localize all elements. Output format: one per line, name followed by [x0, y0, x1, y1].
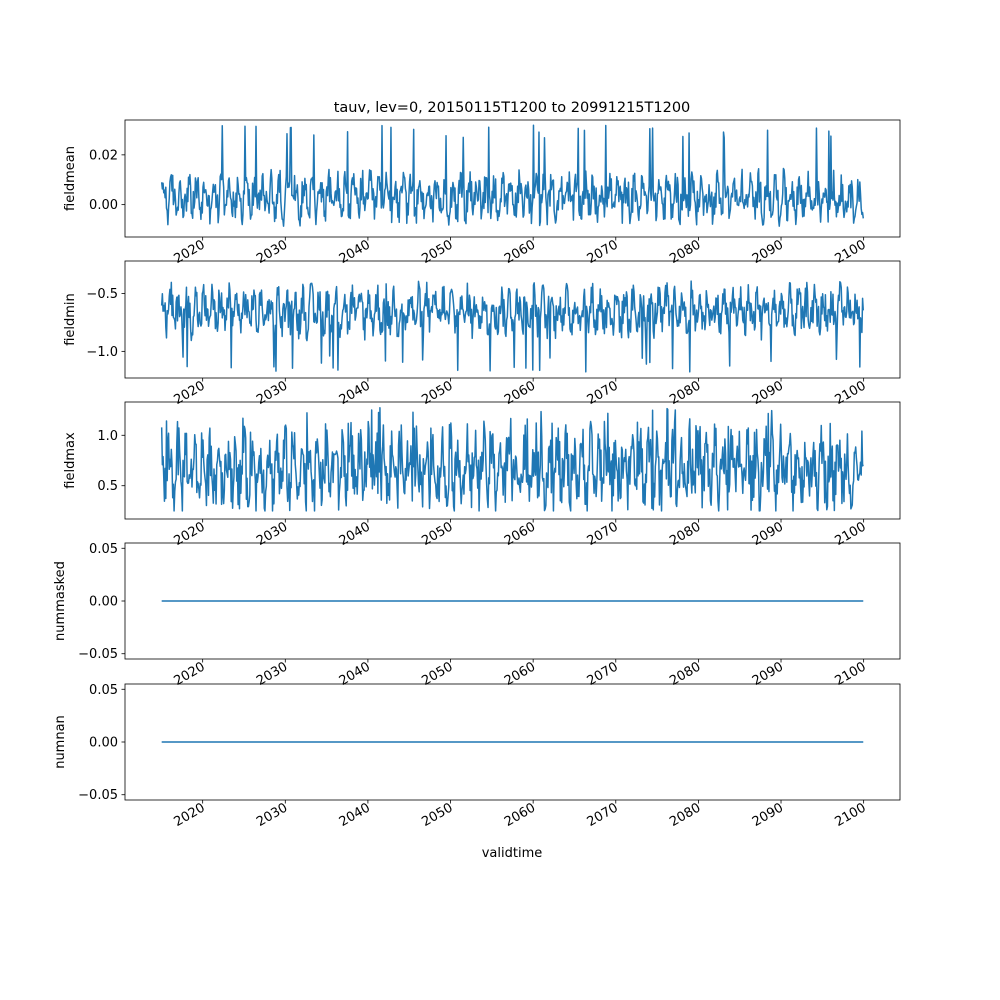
y-tick-label: 1.0: [97, 429, 118, 444]
x-tick-label: 2100: [832, 800, 868, 830]
x-axis-label: validtime: [482, 846, 543, 861]
chart-title: tauv, lev=0, 20150115T1200 to 20991215T1…: [334, 100, 691, 116]
x-tick-label: 2070: [585, 800, 621, 830]
subplots: 0.00 0.02 2020 2030 2040 2050 2060 2070 2080 2090…: [53, 119, 901, 830]
y-tick-label: 0.00: [89, 595, 118, 610]
axes-frame: [124, 401, 901, 520]
y-axis-label: nummasked: [53, 561, 68, 641]
y-axis-label: fieldmean: [63, 146, 78, 211]
y-tick-label: −0.05: [78, 647, 118, 662]
series-line-fieldmax: [160, 406, 864, 512]
series-line-fieldmin: [160, 280, 865, 373]
panel-mask: [125, 261, 900, 378]
y-tick-label: −0.5: [86, 287, 118, 302]
y-tick-label: 0.05: [89, 683, 118, 698]
x-tick-label: 2060: [502, 800, 538, 830]
y-axis-label: fieldmax: [63, 432, 78, 489]
y-tick-label: 0.05: [89, 542, 118, 557]
axes-frame: [124, 119, 901, 238]
y-axis-label: fieldmin: [63, 293, 78, 346]
x-tick-label: 2080: [667, 800, 703, 830]
panel-mask: [125, 543, 900, 659]
panel-mask: [125, 402, 900, 519]
series-line-fieldmean: [160, 124, 865, 227]
y-tick-label: 0.00: [89, 198, 118, 213]
x-tick-label: 2090: [750, 800, 786, 830]
panel-mask: [125, 684, 900, 800]
y-tick-label: 0.02: [89, 148, 118, 163]
y-tick-label: 0.5: [97, 479, 118, 494]
y-tick-label: 0.00: [89, 736, 118, 751]
y-tick-label: −0.05: [78, 788, 118, 803]
x-tick-label: 2030: [254, 800, 290, 830]
x-tick-label: 2040: [337, 800, 373, 830]
x-tick-label: 2020: [172, 800, 208, 830]
x-tick-label: 2050: [419, 800, 455, 830]
y-axis-label: numnan: [53, 715, 68, 769]
y-tick-label: −1.0: [86, 345, 118, 360]
axes-frame: [124, 260, 901, 379]
